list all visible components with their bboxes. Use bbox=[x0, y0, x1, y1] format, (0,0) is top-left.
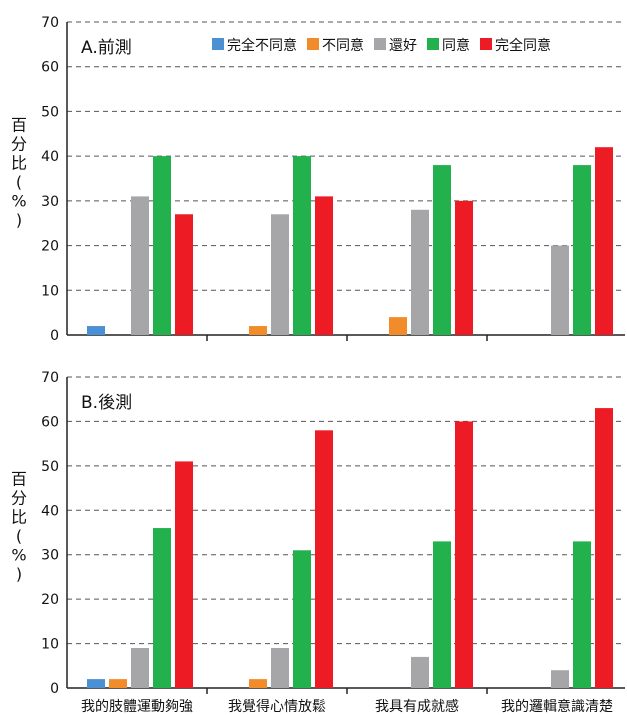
legend-label: 完全不同意 bbox=[227, 37, 297, 54]
y-tick-label: 70 bbox=[41, 15, 59, 31]
legend: 完全不同意 不同意 還好 同意 完全同意 bbox=[212, 37, 551, 54]
y-axis-label-char: ) bbox=[16, 565, 22, 584]
y-tick-label: 30 bbox=[41, 194, 59, 210]
bar bbox=[315, 196, 333, 335]
legend-label: 同意 bbox=[442, 37, 470, 54]
bar bbox=[109, 679, 127, 688]
x-category-label: 我具有成就感 bbox=[375, 698, 459, 715]
y-axis-label-char: % bbox=[11, 192, 26, 211]
bar bbox=[153, 528, 171, 688]
y-tick-label: 10 bbox=[41, 637, 59, 653]
y-tick-label: 30 bbox=[41, 548, 59, 564]
legend-swatch bbox=[427, 38, 439, 50]
y-axis-label-char: 分 bbox=[11, 135, 27, 154]
y-axis-label-char: 分 bbox=[11, 489, 27, 508]
bar bbox=[175, 214, 193, 335]
bar bbox=[175, 461, 193, 688]
y-tick-label: 0 bbox=[50, 328, 59, 344]
bar bbox=[455, 200, 473, 335]
y-axis-label-char: 比 bbox=[11, 508, 27, 527]
bar bbox=[249, 326, 267, 335]
bar bbox=[87, 679, 105, 688]
y-axis-label-char: ( bbox=[16, 173, 22, 192]
y-tick-label: 60 bbox=[41, 60, 59, 76]
bar bbox=[293, 156, 311, 335]
y-axis-label-char: 百 bbox=[11, 470, 27, 489]
y-tick-label: 50 bbox=[41, 104, 59, 120]
bar bbox=[573, 541, 591, 688]
y-axis-label-char: ) bbox=[16, 211, 22, 230]
y-tick-label: 40 bbox=[41, 503, 59, 519]
legend-swatch bbox=[374, 38, 386, 50]
bar bbox=[433, 541, 451, 688]
y-axis-label-char: 百 bbox=[11, 116, 27, 135]
bar bbox=[411, 209, 429, 335]
y-tick-label: 20 bbox=[41, 239, 59, 255]
y-tick-label: 0 bbox=[50, 681, 59, 697]
bar bbox=[433, 165, 451, 335]
bar bbox=[389, 317, 407, 335]
y-tick-label: 40 bbox=[41, 149, 59, 165]
y-tick-label: 70 bbox=[41, 370, 59, 386]
bar bbox=[293, 550, 311, 688]
bar bbox=[153, 156, 171, 335]
bar bbox=[271, 648, 289, 688]
bar bbox=[131, 196, 149, 335]
bar bbox=[573, 165, 591, 335]
x-category-label: 我的邏輯意識清楚 bbox=[501, 698, 613, 715]
bar bbox=[411, 656, 429, 688]
bar bbox=[551, 245, 569, 335]
bar bbox=[271, 214, 289, 335]
x-category-label: 我覺得心情放鬆 bbox=[228, 698, 326, 715]
y-axis-label-char: 比 bbox=[11, 154, 27, 173]
legend-swatch bbox=[307, 38, 319, 50]
panel-title: B.後測 bbox=[81, 393, 132, 413]
y-tick-label: 50 bbox=[41, 459, 59, 475]
legend-label: 不同意 bbox=[322, 37, 364, 54]
bar bbox=[551, 670, 569, 688]
legend-label: 還好 bbox=[389, 38, 417, 54]
y-axis-label-char: ( bbox=[16, 527, 22, 546]
y-tick-label: 20 bbox=[41, 592, 59, 608]
bar bbox=[595, 408, 613, 688]
bar bbox=[249, 679, 267, 688]
y-axis-label-char: % bbox=[11, 546, 26, 565]
bar bbox=[595, 147, 613, 335]
bar bbox=[455, 421, 473, 688]
legend-swatch bbox=[212, 38, 224, 50]
bar bbox=[315, 430, 333, 688]
legend-swatch bbox=[480, 38, 492, 50]
legend-label: 完全同意 bbox=[495, 37, 551, 54]
y-tick-label: 10 bbox=[41, 283, 59, 299]
y-tick-label: 60 bbox=[41, 414, 59, 430]
panel-title: A.前測 bbox=[81, 38, 132, 58]
bar bbox=[131, 648, 149, 688]
x-category-label: 我的肢體運動夠強 bbox=[81, 699, 193, 715]
bar bbox=[87, 326, 105, 335]
